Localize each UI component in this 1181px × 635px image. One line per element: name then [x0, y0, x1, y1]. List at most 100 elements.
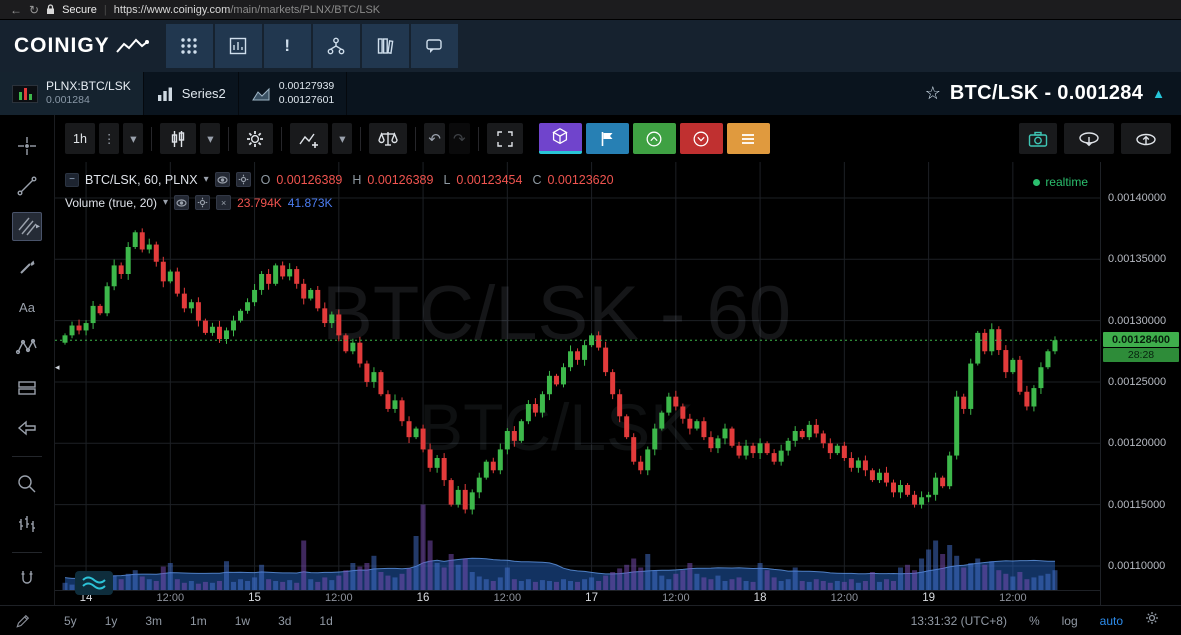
eye-icon [176, 198, 187, 207]
undo-button[interactable]: ↶ [424, 123, 445, 154]
time-axis[interactable]: 14 12:00 15 12:00 16 12:00 17 12:00 18 12:00 19 12:… [55, 590, 1100, 605]
candlestick-icon [172, 130, 185, 147]
crosshair-tool[interactable] [12, 131, 42, 160]
market-chart-icon [12, 84, 38, 103]
tab-quote[interactable]: 0.00127939 0.00127601 [239, 72, 348, 115]
range-5y-button[interactable]: 5y [64, 613, 77, 628]
trend-line-tool[interactable] [12, 171, 42, 200]
tab-series2[interactable]: Series2 [144, 72, 239, 115]
range-3m-button[interactable]: 3m [145, 613, 163, 628]
drawings-panel-button[interactable] [10, 610, 36, 632]
price-marker-arrow[interactable]: ◂ [55, 362, 60, 372]
chevron-down-circle-icon [693, 131, 709, 146]
nav-tiles: ! [165, 24, 458, 68]
volume-caret-icon[interactable]: ▾ [163, 197, 169, 208]
chat-icon [426, 39, 442, 53]
brush-tool[interactable] [12, 252, 42, 281]
range-1w-button[interactable]: 1w [234, 613, 251, 628]
indicators-caret-button[interactable]: ▾ [332, 123, 353, 154]
position-tool[interactable] [12, 373, 42, 402]
percent-scale-button[interactable]: % [1028, 613, 1040, 628]
bar-pattern-tool[interactable] [12, 509, 42, 538]
load-layout-button[interactable] [1064, 123, 1114, 154]
high-label: H [352, 172, 362, 187]
volume-settings-button[interactable] [195, 195, 211, 210]
range-1m-button[interactable]: 1m [190, 613, 207, 628]
chart-settings-button[interactable] [237, 123, 274, 154]
coinigy-watermark-badge[interactable] [75, 571, 113, 595]
range-3d-button[interactable]: 3d [278, 613, 292, 628]
nav-alerts-button[interactable]: ! [263, 24, 311, 68]
fullscreen-button[interactable] [486, 123, 523, 154]
open-label: O [260, 172, 271, 187]
nav-orders-button[interactable] [361, 24, 409, 68]
favorite-star-icon[interactable]: ☆ [924, 83, 941, 103]
coinigy-logo[interactable]: COINIGY [14, 34, 150, 58]
browser-back-icon[interactable]: ← [10, 2, 22, 17]
logo-chart-icon [115, 38, 149, 53]
buy-signal-button[interactable] [632, 123, 676, 154]
interval-menu-button[interactable]: ⋮ [98, 123, 120, 154]
close-value: 0.00123620 [547, 172, 614, 187]
tab-plnx-btc-lsk[interactable]: PLNX:BTC/LSK 0.001284 [0, 72, 144, 115]
redo-button[interactable]: ↷ [448, 123, 470, 154]
nav-charts-button[interactable] [214, 24, 262, 68]
order-list-button[interactable] [726, 123, 770, 154]
cube-view-button[interactable] [538, 123, 582, 154]
zoom-tool[interactable] [12, 469, 42, 498]
price-tick-label: 0.00140000 [1108, 191, 1167, 204]
scales-icon [378, 131, 399, 146]
log-scale-button[interactable]: log [1061, 613, 1078, 628]
price-axis[interactable]: 0.00128400 28:28 0.00140000 0.00135000 0.0… [1100, 162, 1181, 605]
url-path: /main/markets/PLNX/BTC/LSK [230, 3, 381, 16]
interval-caret-button[interactable]: ▾ [123, 123, 144, 154]
text-tool-icon: Aa [19, 299, 35, 315]
range-1d-button[interactable]: 1d [319, 613, 333, 628]
collapse-chart-icon[interactable]: − [65, 172, 79, 187]
nav-accounts-button[interactable] [312, 24, 360, 68]
series-visibility-button[interactable] [214, 172, 230, 187]
quote-ask: 0.00127601 [278, 93, 335, 106]
screenshot-button[interactable] [1019, 123, 1057, 154]
bottom-toolbar: 5y 1y 3m 1m 1w 3d 1d 13:31:32 (UTC+8) % … [0, 605, 1181, 635]
grid-icon [181, 38, 197, 54]
address-bar[interactable]: https://www.coinigy.com/main/markets/PLN… [114, 4, 380, 16]
volume-visibility-button[interactable] [174, 195, 190, 210]
redo-icon: ↷ [452, 130, 466, 148]
pitchfork-tool[interactable]: ▸ [12, 211, 42, 242]
range-1y-button[interactable]: 1y [104, 613, 118, 628]
tree-icon [327, 37, 345, 55]
chart-style-caret-button[interactable]: ▾ [200, 123, 221, 154]
pattern-tool[interactable] [12, 333, 42, 362]
market-tab-bar: PLNX:BTC/LSK 0.001284 Series2 0.00127939… [0, 72, 1181, 115]
realtime-label: realtime [1045, 175, 1088, 189]
text-tool[interactable]: Aa [12, 292, 42, 321]
bottom-right-cluster: 13:31:32 (UTC+8) % log auto [911, 611, 1171, 630]
price-up-arrow-icon: ▲ [1152, 86, 1165, 101]
series-caret-icon[interactable]: ▾ [203, 174, 209, 185]
time-tick-label: 15 [248, 592, 261, 604]
interval-button[interactable]: 1h [65, 123, 95, 154]
chart-frame-icon [229, 37, 247, 55]
arrow-tool[interactable] [12, 414, 42, 443]
time-tick-label: 18 [753, 592, 767, 604]
chart-canvas[interactable]: BTC/LSK - 60 BTC/LSK [55, 162, 1100, 590]
compare-button[interactable] [369, 123, 408, 154]
sell-signal-button[interactable] [679, 123, 723, 154]
indicators-button[interactable] [290, 123, 329, 154]
series-settings-button[interactable] [235, 172, 251, 187]
nav-chat-button[interactable] [410, 24, 458, 68]
nav-apps-grid-button[interactable] [165, 24, 213, 68]
trend-line-icon [17, 176, 37, 196]
save-layout-button[interactable] [1121, 123, 1171, 154]
bottom-settings-button[interactable] [1145, 611, 1159, 630]
auto-scale-button[interactable]: auto [1099, 613, 1123, 628]
volume-remove-button[interactable]: × [216, 195, 232, 210]
logo-text: COINIGY [14, 34, 110, 57]
arrow-left-icon [17, 420, 36, 436]
chart-style-button[interactable] [160, 123, 197, 154]
flag-button[interactable] [585, 123, 629, 154]
magnet-tool[interactable] [12, 565, 42, 594]
price-tick-label: 0.00110000 [1108, 559, 1166, 572]
browser-refresh-icon[interactable]: ↻ [29, 2, 40, 17]
